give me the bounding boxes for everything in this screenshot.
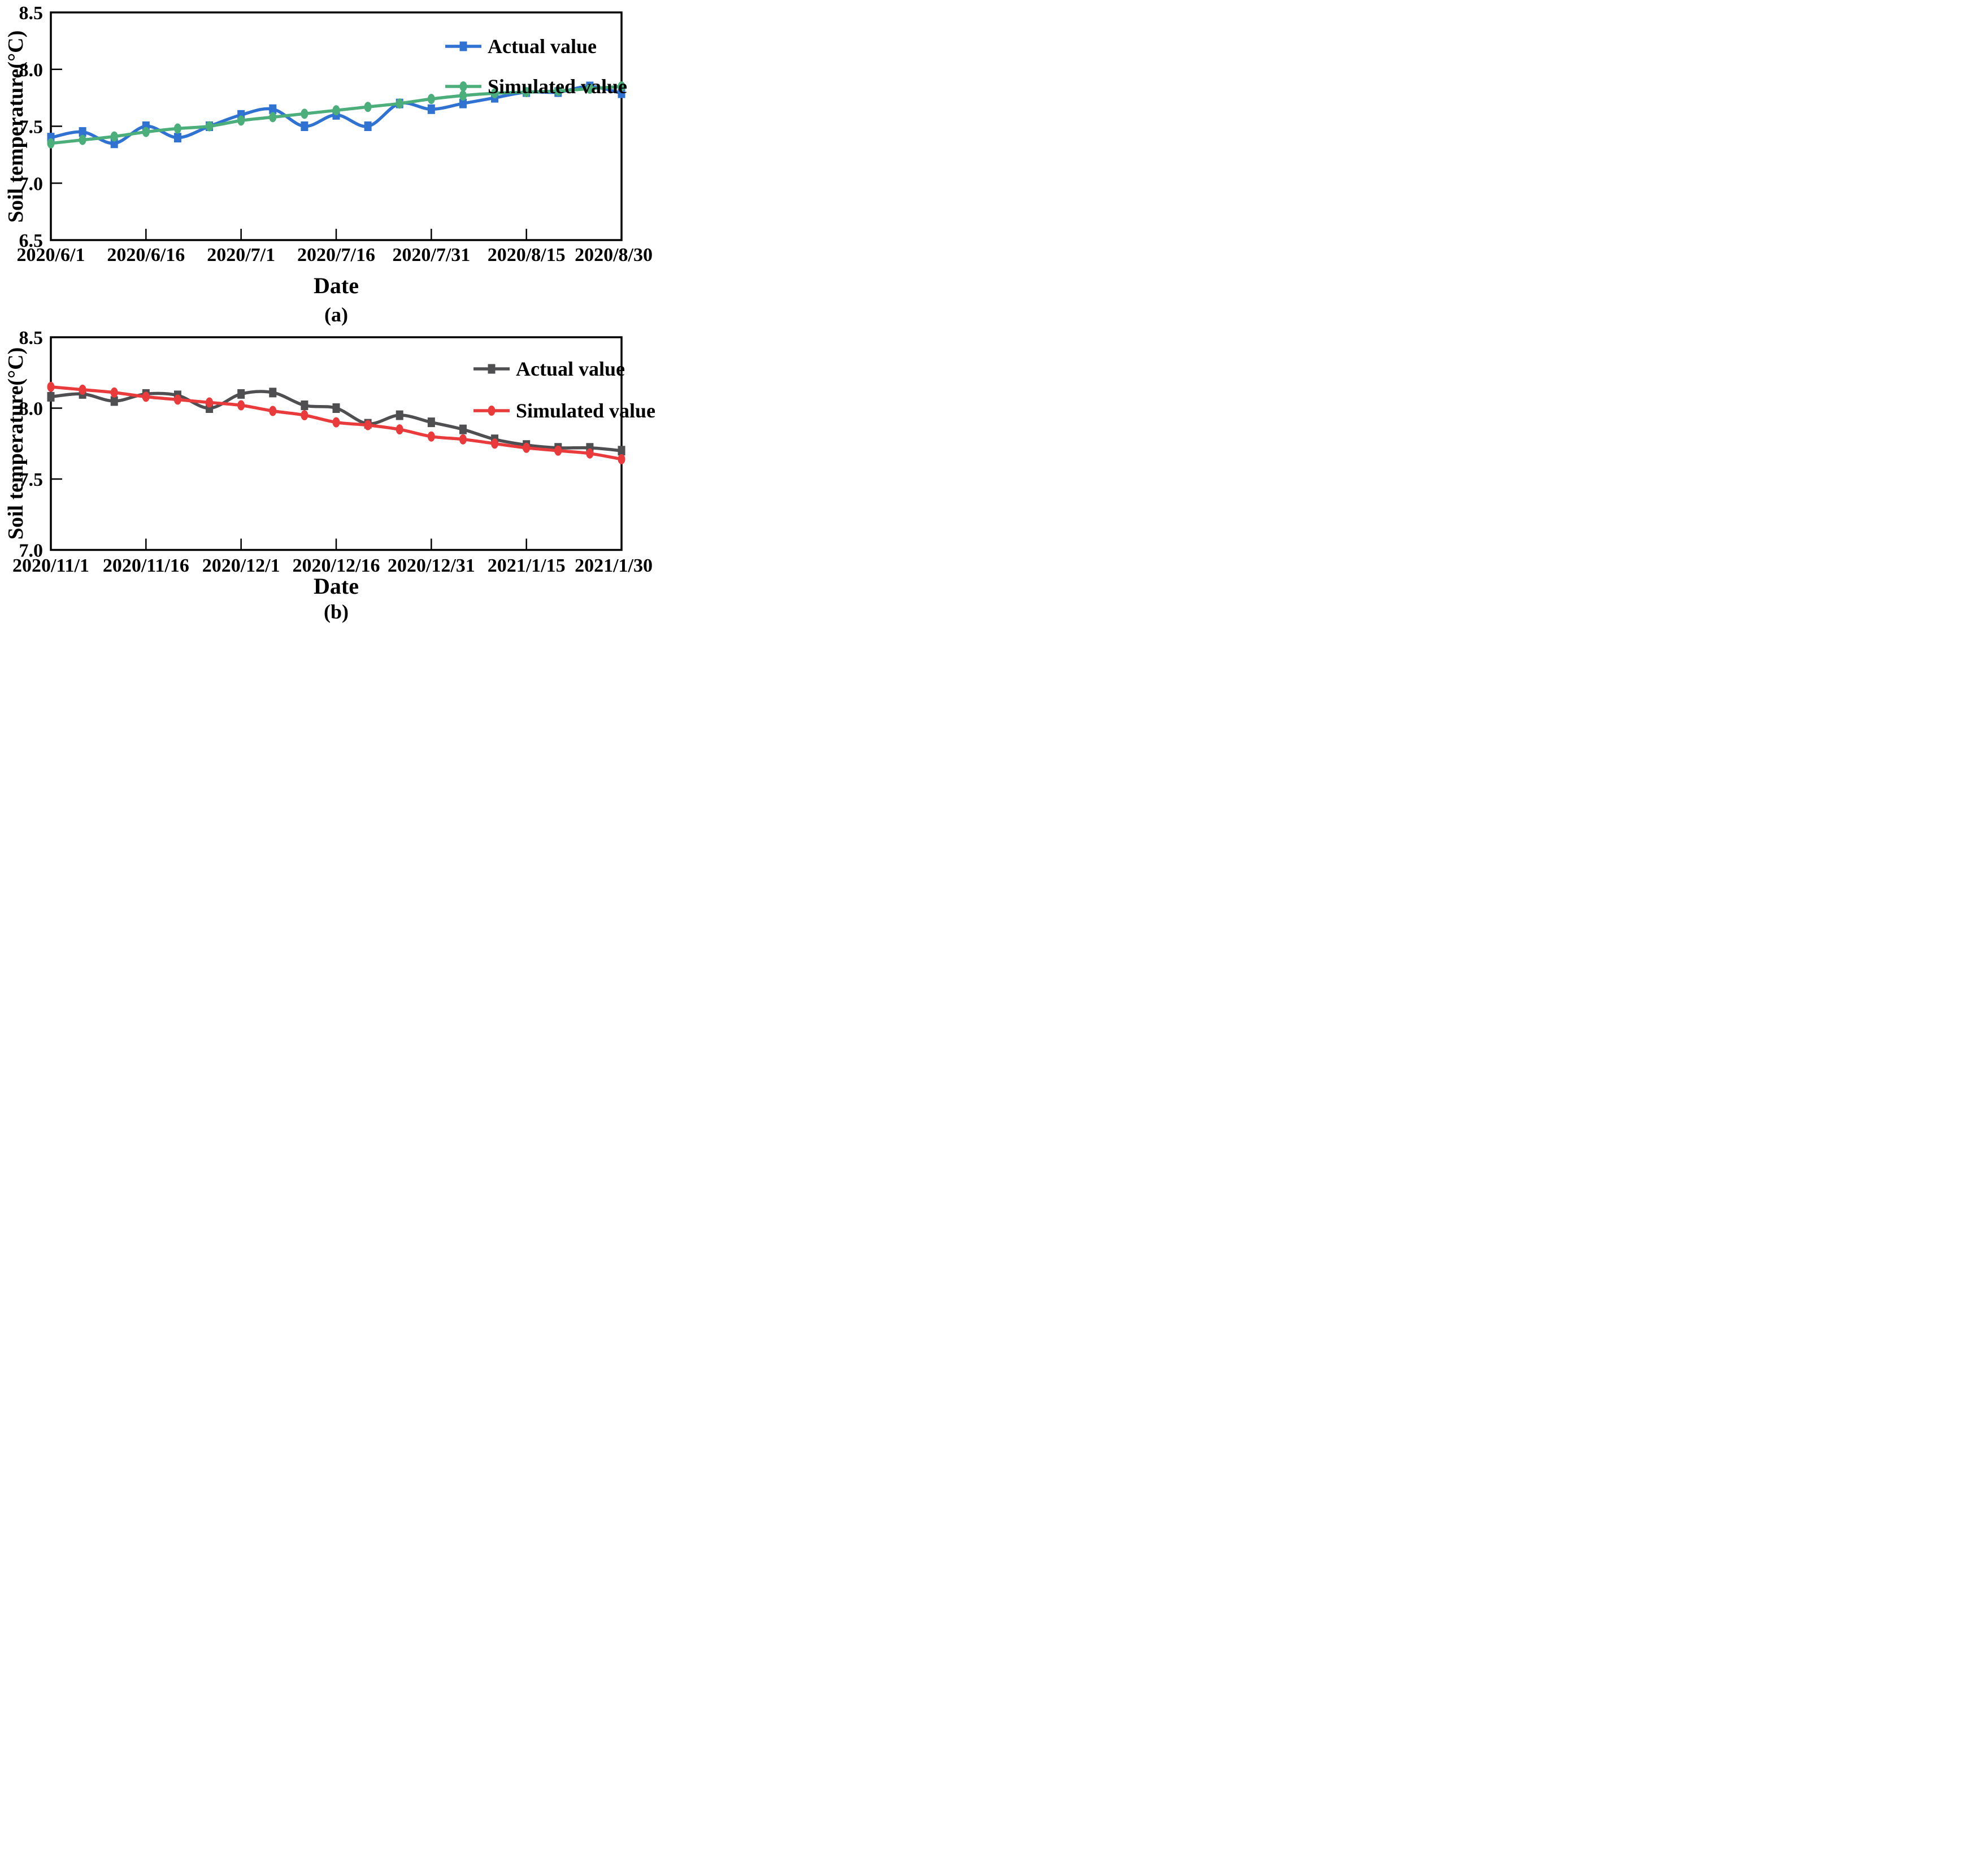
data-point-simulated <box>618 81 625 92</box>
data-point-actual <box>427 104 435 114</box>
data-point-actual <box>173 133 181 143</box>
data-point-simulated <box>47 381 55 392</box>
data-point-actual <box>301 400 309 410</box>
x-tick-label: 2020/11/16 <box>103 555 189 576</box>
data-point-simulated <box>79 134 86 145</box>
data-point-simulated <box>142 391 150 402</box>
x-axis-title-b: Date <box>314 573 359 599</box>
x-tick-label: 2021/1/15 <box>488 555 566 576</box>
data-point-actual <box>110 138 118 149</box>
data-point-simulated <box>332 417 340 428</box>
data-point-simulated <box>206 121 214 132</box>
data-point-simulated <box>237 400 245 411</box>
data-point-actual <box>396 410 403 420</box>
data-point-simulated <box>364 420 372 430</box>
y-tick-label: 8.0 <box>19 399 44 420</box>
y-tick-label: 6.5 <box>19 230 44 251</box>
data-point-actual <box>332 403 340 413</box>
data-point-simulated <box>173 394 181 405</box>
data-point-actual <box>301 121 309 131</box>
data-point-simulated <box>332 105 340 116</box>
data-point-simulated <box>459 434 467 445</box>
data-point-simulated <box>301 108 309 119</box>
data-point-actual <box>618 88 625 98</box>
y-axis-title-a: Soil temperature(°C) <box>4 30 28 223</box>
y-tick-label: 7.0 <box>19 173 44 194</box>
data-point-simulated <box>364 102 372 112</box>
x-tick-label: 2020/8/15 <box>488 245 566 265</box>
x-tick-label: 2020/12/1 <box>202 555 280 576</box>
panel-label-a: (a) <box>324 303 348 326</box>
x-tick-label: 2021/1/30 <box>575 555 653 576</box>
data-point-simulated <box>301 410 309 421</box>
data-point-simulated <box>269 112 277 123</box>
data-point-simulated <box>79 384 86 395</box>
data-point-actual <box>364 121 372 131</box>
data-point-simulated <box>269 406 277 416</box>
x-tick-label: 2020/7/1 <box>207 245 275 265</box>
data-point-actual <box>237 389 245 399</box>
legend-label: Actual value <box>488 35 597 58</box>
x-tick-label: 2020/7/16 <box>297 245 375 265</box>
data-point-simulated <box>491 438 499 449</box>
data-point-simulated <box>427 431 435 442</box>
x-tick-label: 2020/12/16 <box>293 555 380 576</box>
y-tick-label: 7.5 <box>19 469 44 490</box>
data-point-simulated <box>554 445 562 456</box>
data-point-simulated <box>523 87 531 98</box>
data-point-actual <box>110 396 118 406</box>
x-tick-label: 2020/7/31 <box>392 245 470 265</box>
legend-marker-square <box>459 41 467 51</box>
data-point-simulated <box>206 397 214 408</box>
data-point-simulated <box>491 88 499 99</box>
legend-label: Simulated value <box>516 399 655 422</box>
y-tick-label: 8.5 <box>19 3 44 24</box>
x-tick-label: 2020/8/30 <box>575 245 653 265</box>
data-point-simulated <box>142 127 150 137</box>
data-point-actual <box>427 417 435 428</box>
data-point-simulated <box>47 138 55 149</box>
data-point-simulated <box>396 98 403 109</box>
data-point-actual <box>269 104 277 114</box>
data-point-simulated <box>110 131 118 142</box>
data-point-actual <box>269 388 277 398</box>
data-point-simulated <box>237 115 245 126</box>
data-point-simulated <box>586 84 594 94</box>
data-point-simulated <box>173 123 181 134</box>
panel-label-b: (b) <box>324 600 349 623</box>
data-point-actual <box>459 424 467 434</box>
y-axis-title-b: Soil temperature(°C) <box>4 347 28 540</box>
x-tick-label: 2020/6/16 <box>107 245 185 265</box>
data-point-simulated <box>618 454 625 464</box>
x-tick-label: 2020/11/1 <box>12 555 89 576</box>
soil-temperature-figure: 8.5 8.0 7.5 7.0 6.5 2020/6/1 2020/6/16 2020/7/1… <box>0 0 656 625</box>
data-point-simulated <box>586 448 594 459</box>
data-point-simulated <box>554 86 562 97</box>
data-point-actual <box>47 391 55 402</box>
x-tick-label: 2020/6/1 <box>17 245 85 265</box>
data-point-simulated <box>427 94 435 105</box>
legend-marker-circle <box>488 406 496 416</box>
data-point-actual <box>459 98 467 108</box>
x-axis-title-a: Date <box>314 273 359 298</box>
y-tick-label: 7.0 <box>19 541 44 562</box>
legend-label: Simulated value <box>488 75 627 98</box>
data-point-actual <box>618 446 625 456</box>
legend-marker-circle <box>459 81 467 92</box>
y-tick-label: 8.0 <box>19 60 44 81</box>
y-tick-label: 7.5 <box>19 117 44 138</box>
data-point-simulated <box>110 387 118 398</box>
data-point-simulated <box>523 442 531 453</box>
data-point-actual <box>79 127 86 137</box>
data-point-simulated <box>396 424 403 435</box>
y-tick-label: 8.5 <box>19 328 44 349</box>
data-point-simulated <box>459 90 467 101</box>
legend-label: Actual value <box>516 358 625 380</box>
legend-marker-square <box>488 364 496 374</box>
x-tick-label: 2020/12/31 <box>388 555 475 576</box>
